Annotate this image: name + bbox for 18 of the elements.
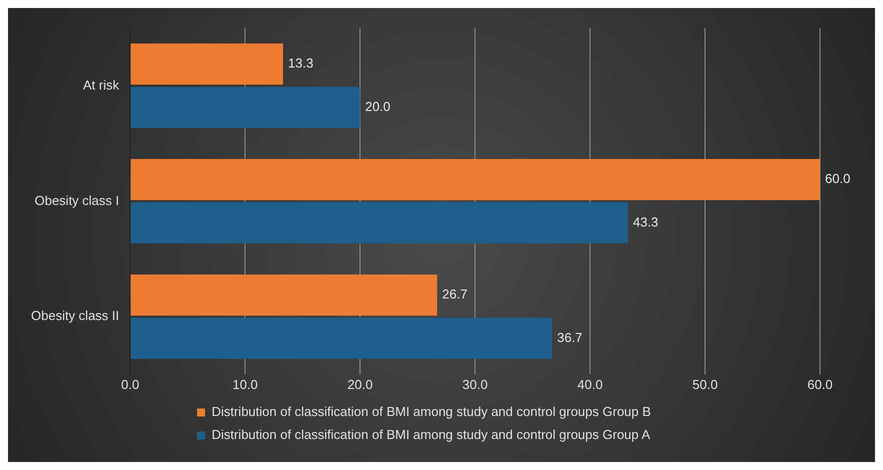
x-tick-label: 60.0 [807, 376, 833, 392]
legend-label: Distribution of classification of BMI among study and control groups Group B [212, 404, 651, 420]
x-tick-label: 40.0 [577, 376, 603, 392]
y-tick-label: Obesity class II [30, 308, 120, 324]
data-label: 13.3 [288, 56, 314, 71]
x-tick-label: 10.0 [232, 376, 258, 392]
x-tick-label: 20.0 [347, 376, 373, 392]
data-label: 26.7 [442, 286, 468, 302]
data-label: 36.7 [557, 330, 582, 345]
x-tick-label: 30.0 [462, 376, 488, 392]
legend-label: Distribution of classification of BMI among study and control groups Group A [212, 427, 651, 442]
data-label: 60.0 [825, 171, 850, 186]
y-tick-label: Obesity class I [34, 192, 120, 208]
y-tick-label: At risk [83, 77, 120, 92]
x-tick-label: 50.0 [692, 376, 718, 392]
data-label: 43.3 [632, 214, 658, 230]
x-tick-label: 0.0 [121, 376, 140, 392]
data-label: 20.0 [365, 98, 390, 114]
